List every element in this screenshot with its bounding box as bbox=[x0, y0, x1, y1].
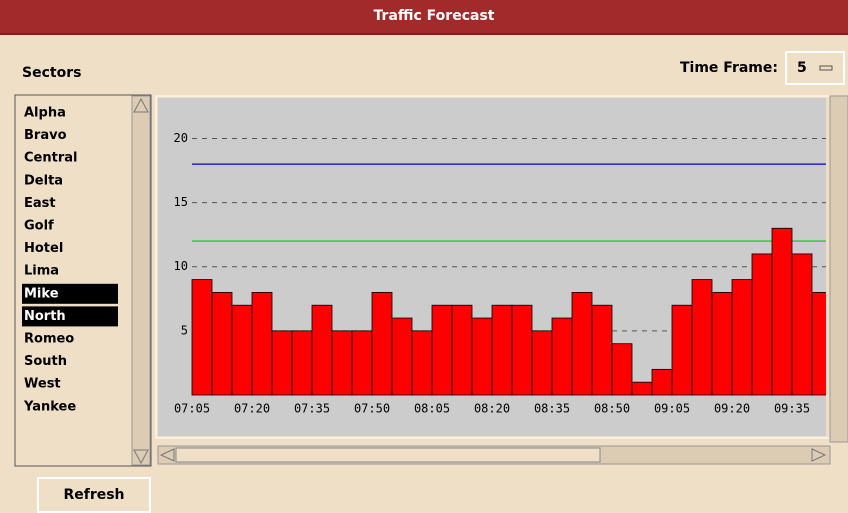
sector-item[interactable]: Alpha bbox=[24, 106, 66, 121]
bar bbox=[411, 330, 433, 396]
selection-highlight bbox=[22, 283, 118, 304]
x-tick-label: 07:50 bbox=[354, 402, 390, 416]
x-tick-label: 08:20 bbox=[474, 402, 510, 416]
sector-item[interactable]: Yankee bbox=[23, 399, 76, 414]
scroll-up[interactable] bbox=[133, 97, 149, 113]
y-tick-label: 10 bbox=[174, 259, 188, 273]
sector-item[interactable]: Lima bbox=[24, 264, 59, 279]
x-tick-label: 08:05 bbox=[414, 402, 450, 416]
sector-item[interactable]: East bbox=[24, 196, 56, 211]
x-tick-label: 07:05 bbox=[174, 402, 210, 416]
bar bbox=[291, 330, 313, 396]
option-indicator bbox=[819, 65, 833, 71]
selection-highlight bbox=[22, 306, 118, 327]
bar bbox=[371, 291, 393, 396]
bar bbox=[731, 279, 753, 396]
sector-item[interactable]: Hotel bbox=[24, 241, 63, 256]
sector-item[interactable]: Mike bbox=[24, 286, 59, 301]
sector-item[interactable]: Romeo bbox=[24, 332, 74, 347]
bar bbox=[751, 253, 773, 396]
bar bbox=[531, 330, 553, 396]
scroll-down[interactable] bbox=[133, 449, 149, 465]
time-frame-label: Time Frame: bbox=[680, 60, 778, 76]
x-tick-label: 07:35 bbox=[294, 402, 330, 416]
bar bbox=[551, 317, 573, 396]
bar bbox=[311, 304, 333, 396]
bar bbox=[791, 253, 813, 396]
bar bbox=[811, 291, 826, 396]
title-bar bbox=[0, 0, 848, 33]
bar bbox=[771, 227, 793, 396]
x-tick-label: 09:35 bbox=[774, 402, 810, 416]
bar bbox=[191, 279, 213, 396]
x-tick-label: 08:35 bbox=[534, 402, 570, 416]
sector-list[interactable] bbox=[14, 94, 152, 467]
bar bbox=[691, 279, 713, 396]
time-frame-select[interactable] bbox=[785, 51, 845, 85]
bar bbox=[211, 291, 233, 396]
bar bbox=[251, 291, 273, 396]
bar bbox=[631, 381, 653, 396]
v-scrollbar[interactable] bbox=[829, 95, 848, 443]
x-tick-label: 08:50 bbox=[594, 402, 630, 416]
sector-item[interactable]: Delta bbox=[24, 173, 63, 188]
bar bbox=[271, 330, 293, 396]
bar bbox=[591, 304, 613, 396]
x-tick-label: 09:05 bbox=[654, 402, 690, 416]
sector-item[interactable]: West bbox=[24, 377, 61, 392]
bar bbox=[571, 291, 593, 396]
sector-item[interactable]: Central bbox=[24, 151, 77, 166]
x-tick-label: 09:20 bbox=[714, 402, 750, 416]
bar bbox=[391, 317, 413, 396]
y-tick-label: 5 bbox=[181, 323, 188, 337]
time-frame-value: 5 bbox=[797, 60, 807, 76]
sectors-label: Sectors bbox=[22, 65, 81, 81]
refresh-button[interactable] bbox=[37, 477, 151, 513]
window-title: Traffic Forecast bbox=[374, 8, 495, 24]
list-scrollbar[interactable] bbox=[131, 95, 151, 466]
sector-item[interactable]: South bbox=[24, 354, 67, 369]
bar bbox=[651, 368, 673, 396]
sector-item[interactable]: Bravo bbox=[24, 128, 67, 143]
bar bbox=[431, 304, 453, 396]
bar bbox=[451, 304, 473, 396]
y-tick-label: 15 bbox=[174, 195, 188, 209]
bar bbox=[471, 317, 493, 396]
title-border bbox=[0, 33, 848, 35]
refresh-label: Refresh bbox=[63, 487, 124, 503]
bar bbox=[491, 304, 513, 396]
scroll-left[interactable] bbox=[159, 448, 175, 462]
bar bbox=[231, 304, 253, 396]
bar bbox=[351, 330, 373, 396]
h-scroll-thumb[interactable] bbox=[175, 447, 601, 463]
y-tick-label: 20 bbox=[174, 131, 188, 145]
bar bbox=[331, 330, 353, 396]
sector-item[interactable]: North bbox=[24, 309, 66, 324]
x-tick-label: 07:20 bbox=[234, 402, 270, 416]
bar bbox=[671, 304, 693, 396]
sector-item[interactable]: Golf bbox=[24, 219, 54, 234]
scroll-right[interactable] bbox=[811, 448, 827, 462]
bar bbox=[511, 304, 533, 396]
bar bbox=[611, 343, 633, 396]
plot bbox=[191, 137, 826, 396]
bar bbox=[711, 291, 733, 396]
